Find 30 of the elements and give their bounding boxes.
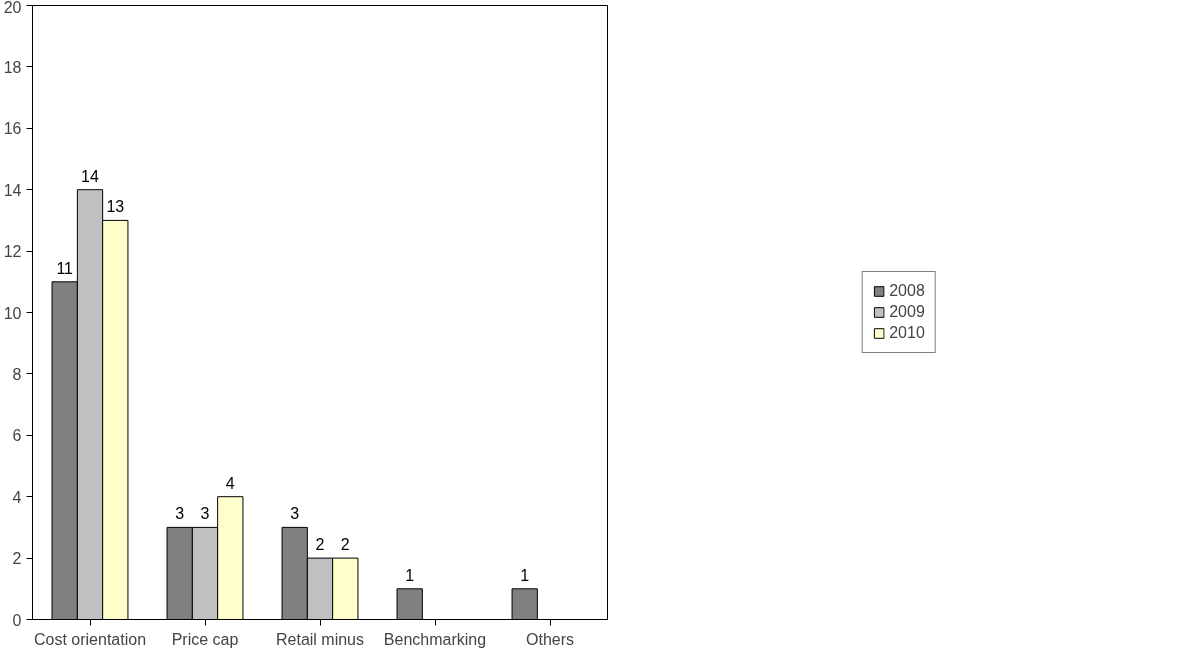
data-label: 3 [200,505,210,523]
data-label: 1 [520,566,530,584]
y-tick-label: 20 [3,0,22,16]
data-label: 13 [106,198,125,216]
y-tick-label: 14 [3,181,22,199]
legend-label: 2009 [889,303,925,321]
x-tick-label: Price cap [171,630,239,648]
y-tick-label: 6 [12,427,22,445]
y-tick-label: 8 [12,365,22,383]
data-label: 2 [315,536,325,554]
data-label: 1 [405,566,415,584]
legend-label: 2010 [889,324,925,342]
x-tick-label: Retail minus [275,630,365,648]
y-tick-label: 10 [3,304,22,322]
y-tick-label: 2 [12,550,22,568]
data-label: 4 [225,474,235,492]
y-tick-label: 18 [3,58,22,76]
data-label: 3 [175,505,185,523]
x-tick-label: Others [525,630,575,648]
y-tick-label: 4 [12,488,22,506]
legend-label: 2008 [889,282,925,300]
y-tick-label: 16 [3,120,22,138]
x-tick-label: Cost orientation [33,630,147,648]
data-label: 11 [56,259,74,277]
data-label: 14 [81,167,99,185]
data-label: 3 [290,505,300,523]
y-tick-label: 0 [12,611,22,629]
data-label: 2 [340,536,350,554]
y-tick-label: 12 [3,243,22,261]
x-tick-label: Benchmarking [383,630,487,648]
